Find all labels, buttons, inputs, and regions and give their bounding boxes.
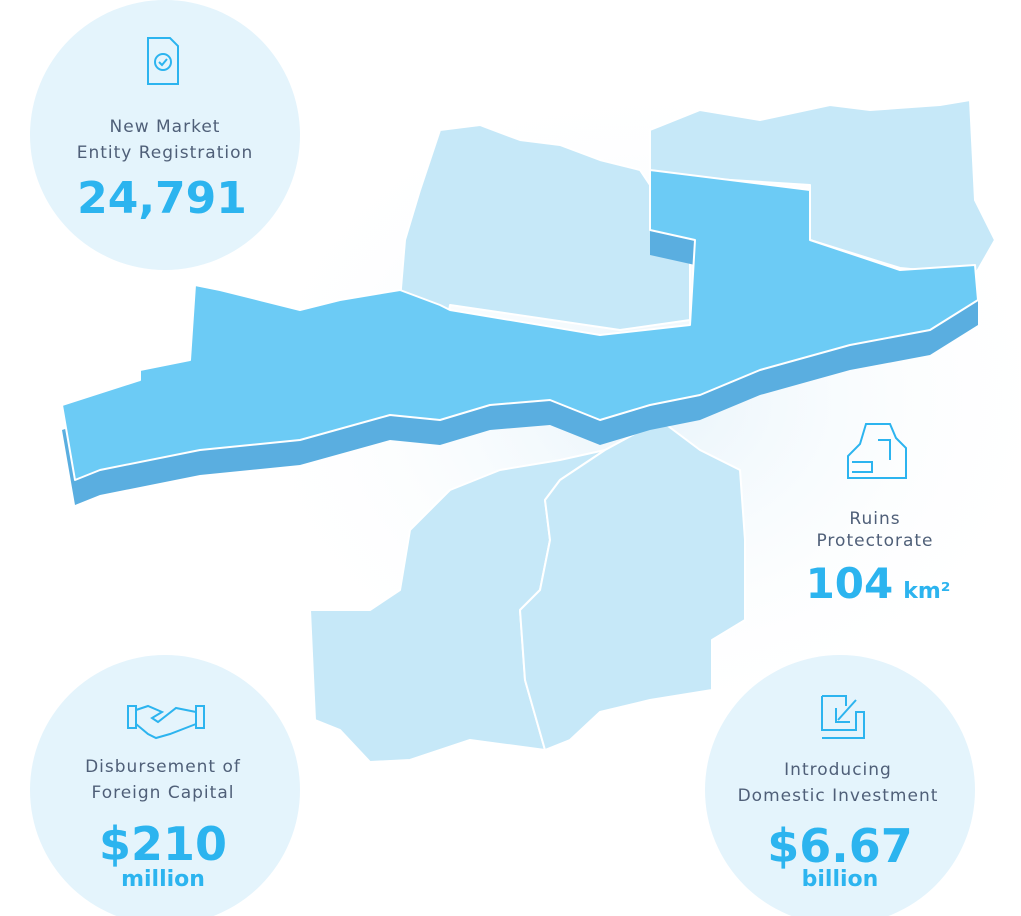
- stat-label: Foreign Capital: [92, 783, 235, 803]
- stat-value: 24,791: [77, 173, 247, 224]
- stat-circle: [705, 655, 975, 916]
- map: [61, 99, 996, 763]
- document-icon: [147, 37, 179, 85]
- stat-unit: km²: [903, 579, 950, 604]
- region-main: [61, 169, 979, 481]
- stat-value: $6.67: [767, 819, 913, 873]
- icons: [127, 37, 907, 740]
- stat-value-line: 104 km²: [806, 559, 951, 608]
- stat-ruins: Ruins Protectorate 104 km²: [806, 509, 951, 608]
- stat-label: Introducing: [784, 760, 892, 780]
- stat-label: New Market: [110, 117, 221, 137]
- stat-value: 104: [806, 559, 894, 608]
- stat-value: $210: [99, 817, 227, 871]
- ruins-icon: [847, 423, 907, 479]
- stat-foreign-capital: Disbursement of Foreign Capital $210 mil…: [85, 757, 241, 892]
- stat-label: Entity Registration: [77, 143, 254, 163]
- region-southeast: [519, 419, 746, 751]
- stat-domestic-investment: Introducing Domestic Investment $6.67 bi…: [738, 760, 939, 892]
- stat-circle: [30, 0, 300, 270]
- handshake-icon: [127, 704, 205, 740]
- stat-label: Domestic Investment: [738, 786, 939, 806]
- stat-unit: billion: [802, 867, 879, 892]
- stat-label: Ruins: [849, 509, 900, 529]
- stat-label: Disbursement of: [85, 757, 241, 777]
- stat-label: Protectorate: [816, 531, 933, 551]
- stat-circle: [30, 655, 300, 916]
- stat-new-market: New Market Entity Registration 24,791: [77, 117, 254, 224]
- investment-icon: [821, 695, 865, 739]
- stat-unit: million: [121, 867, 205, 892]
